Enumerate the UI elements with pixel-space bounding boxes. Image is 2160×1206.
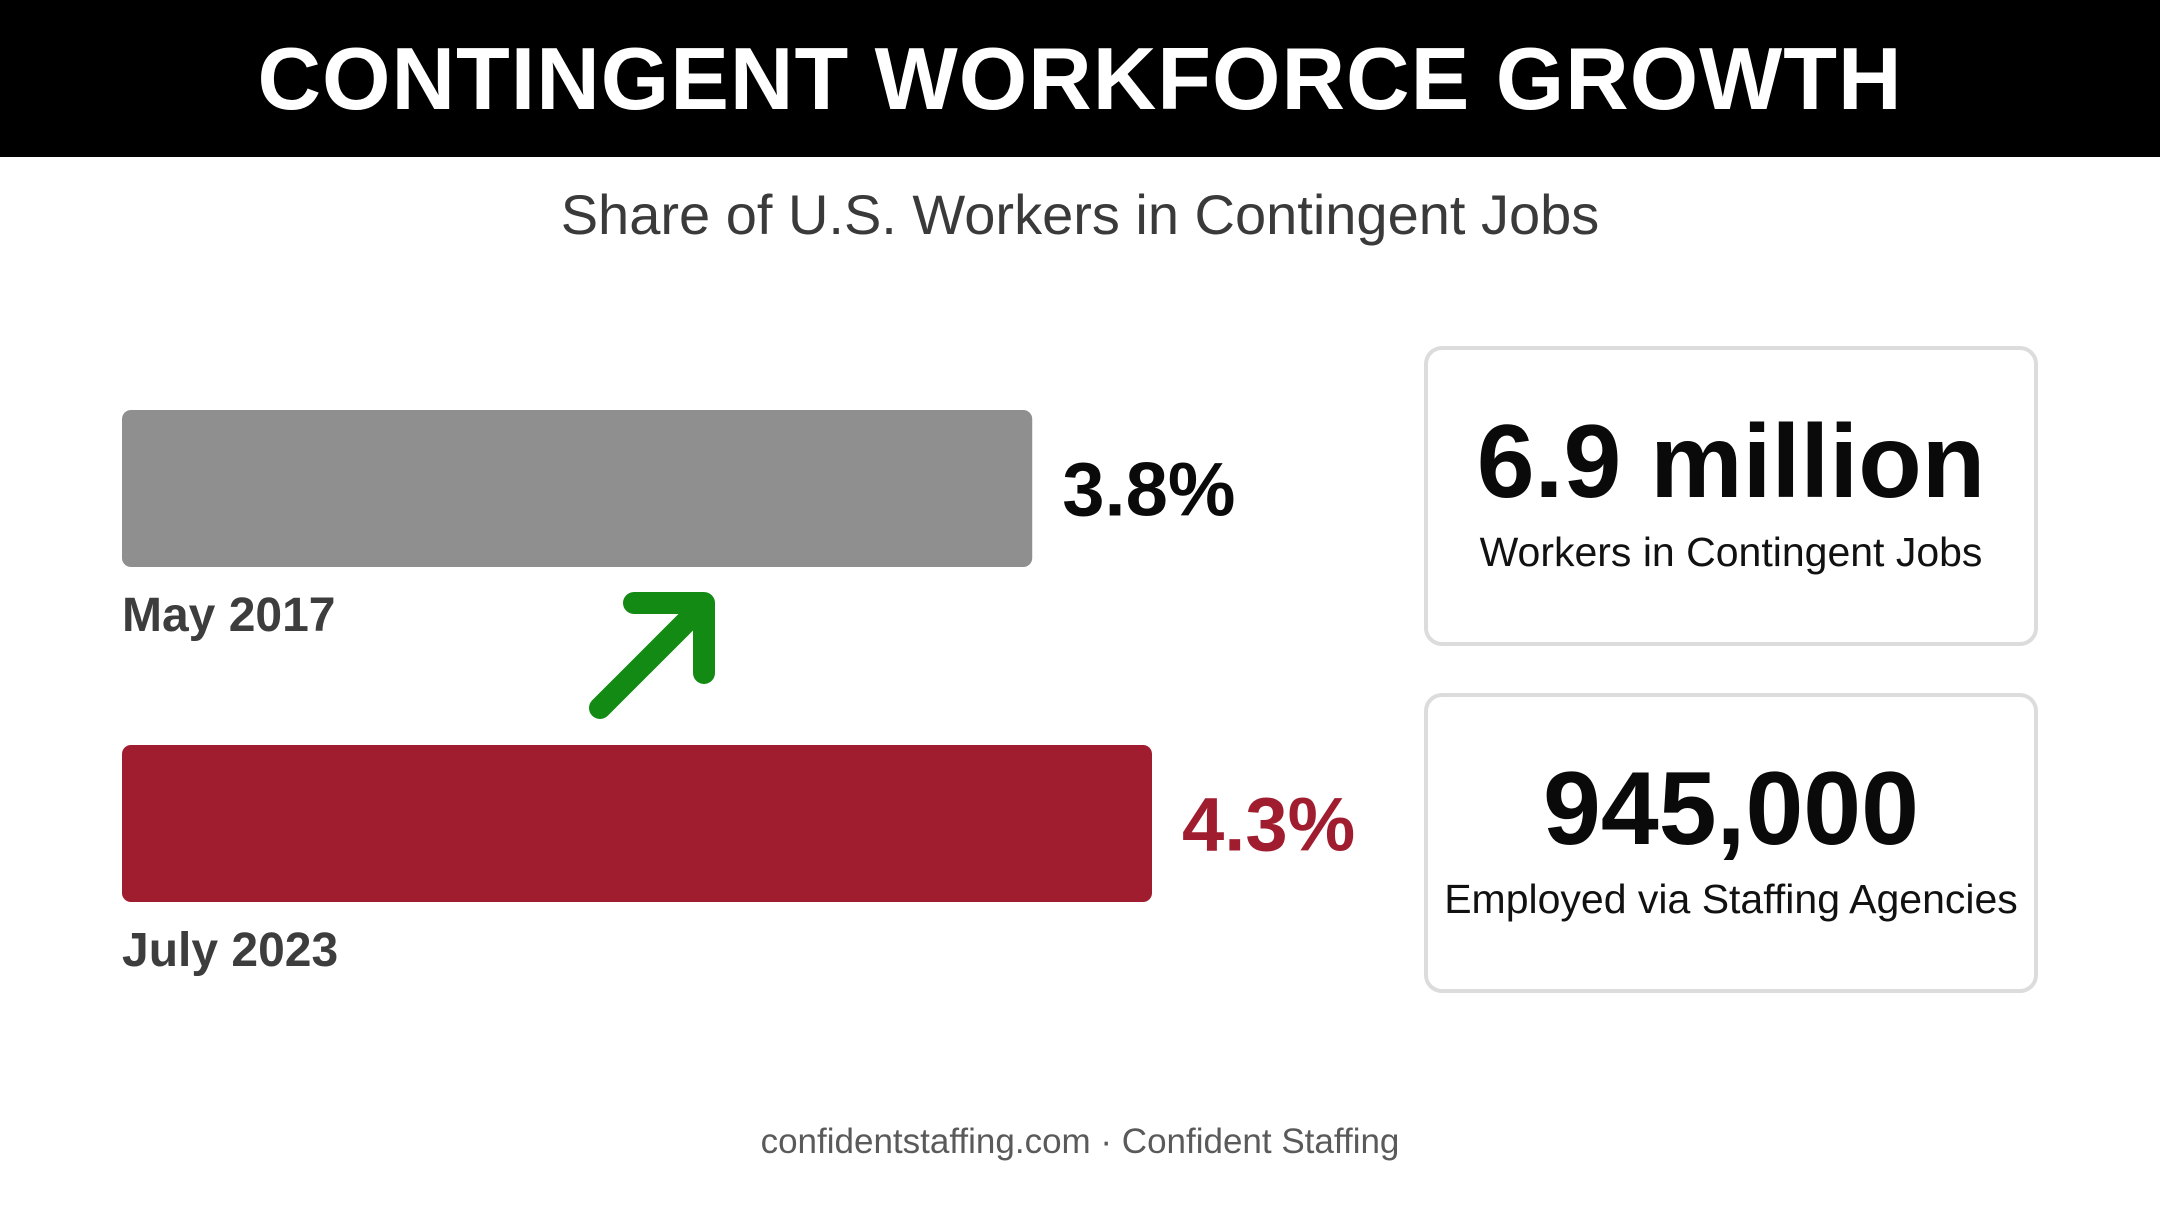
stat-label: Workers in Contingent Jobs — [1479, 529, 1983, 576]
bar-category-label: July 2023 — [122, 924, 338, 977]
header-banner: CONTINGENT WORKFORCE GROWTH — [0, 0, 2160, 157]
stat-value: 6.9 million — [1476, 403, 1986, 520]
stat-label: Employed via Staffing Agencies — [1444, 876, 2018, 923]
bar-chart: 3.8% May 2017 4.3% July 2023 — [122, 410, 1355, 977]
page-title: CONTINGENT WORKFORCE GROWTH — [257, 28, 1903, 128]
stat-card-contingent-workers: 6.9 million Workers in Contingent Jobs — [1424, 346, 2038, 646]
chart-subtitle: Share of U.S. Workers in Contingent Jobs — [560, 183, 1600, 246]
stat-value: 945,000 — [1543, 750, 1919, 867]
stat-card-staffing-agencies: 945,000 Employed via Staffing Agencies — [1424, 693, 2038, 993]
footer-source: confidentstaffing.com · Confident Staffi… — [760, 1122, 1400, 1161]
bar-value-label: 3.8% — [1062, 448, 1235, 533]
bar-category-label: May 2017 — [122, 589, 336, 642]
bar-may-2017 — [122, 410, 1033, 567]
bar-july-2023 — [122, 745, 1152, 902]
up-arrow-icon — [589, 592, 715, 719]
bar-value-label: 4.3% — [1182, 783, 1355, 868]
